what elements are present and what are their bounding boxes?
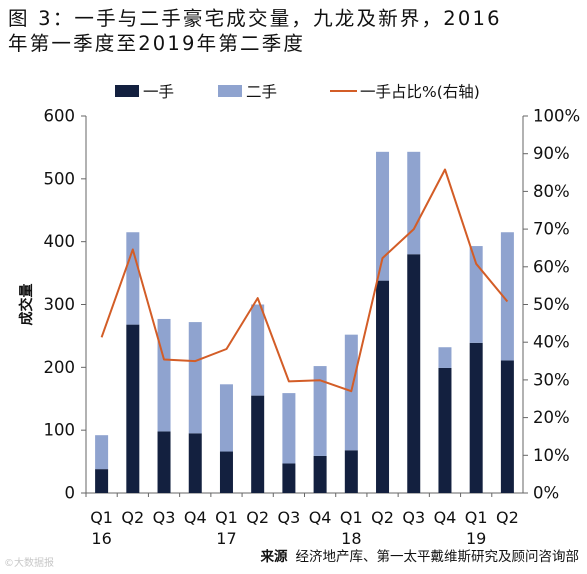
y-tick-label: 0 (65, 484, 76, 503)
bar-secondary (188, 322, 202, 434)
bar-primary (188, 433, 202, 493)
x-tick-label: Q2 (246, 508, 269, 527)
bar-primary (438, 367, 452, 493)
bar-secondary (500, 232, 514, 361)
bar-primary (251, 395, 265, 493)
legend-label-primary: 一手 (143, 83, 174, 101)
legend-swatch-primary (115, 85, 139, 97)
y-tick-label: 500 (44, 169, 76, 188)
bar-primary (282, 463, 296, 493)
bar-secondary (469, 246, 483, 343)
x-tick-label: Q1 (340, 508, 363, 527)
bar-primary (407, 254, 421, 493)
y-tick-label: 100 (44, 421, 76, 440)
y2-tick-label: 30% (533, 370, 570, 389)
y2-tick-label: 50% (533, 295, 570, 314)
chart-title-line2: 年第一季度至2019年第二季度 (8, 32, 306, 55)
bar-primary (95, 469, 109, 493)
y2-tick-label: 10% (533, 446, 570, 465)
x-tick-label: Q3 (153, 508, 176, 527)
y2-tick-label: 70% (533, 220, 570, 239)
x-tick-label: Q4 (434, 508, 457, 527)
bar-secondary (282, 393, 296, 464)
y2-tick-label: 40% (533, 333, 570, 352)
x-year-label: 19 (466, 529, 486, 548)
x-tick-label: Q2 (371, 508, 394, 527)
line-share-primary (100, 168, 509, 393)
legend-swatch-secondary (218, 85, 242, 97)
bar-primary (469, 342, 483, 493)
legend: 一手 二手 一手占比%(右轴) (115, 83, 480, 101)
bar-primary (500, 360, 514, 493)
x-tick-label: Q1 (90, 508, 113, 527)
y2-tick-label: 0% (533, 484, 559, 503)
x-tick-label: Q4 (309, 508, 332, 527)
watermark: ©大数据报 (4, 558, 54, 569)
x-year-label: 17 (216, 529, 236, 548)
bar-primary (219, 451, 233, 493)
x-year-label: 16 (91, 529, 111, 548)
bar-primary (313, 455, 327, 493)
x-tick-label: Q2 (121, 508, 144, 527)
bar-secondary (376, 151, 390, 281)
y2-tick-label: 20% (533, 408, 570, 427)
x-tick-label: Q3 (402, 508, 425, 527)
y-axis-title: 成交量 (18, 284, 35, 326)
x-tick-label: Q4 (184, 508, 207, 527)
bar-primary (344, 450, 358, 493)
source-label: 来源 (260, 549, 288, 565)
chart-title-line1: 图 3：一手与二手豪宅成交量，九龙及新界，2016 (8, 7, 502, 30)
y-tick-label: 600 (44, 107, 76, 126)
x-year-label: 18 (341, 529, 361, 548)
chart-title: 图 3：一手与二手豪宅成交量，九龙及新界，2016 年第一季度至2019年第二季… (8, 6, 580, 56)
bar-primary (126, 324, 140, 493)
axes: 0 100 200 300 400 500 600 0% 10% 20% 30% 40% 50% 60% 7… (18, 107, 580, 549)
x-tick-label: Q1 (465, 508, 488, 527)
bar-secondary (126, 232, 140, 325)
x-tick-label: Q1 (215, 508, 238, 527)
source-note: 来源 经济地产库、第一太平戴维斯研究及顾问咨询部 (261, 545, 580, 565)
bar-secondary (157, 318, 171, 432)
bar-secondary (313, 366, 327, 456)
legend-label-secondary: 二手 (246, 83, 277, 101)
line-series (100, 168, 509, 393)
bars (95, 151, 514, 493)
legend-label-line: 一手占比%(右轴) (360, 83, 480, 101)
y2-tick-label: 100% (533, 107, 580, 126)
bar-secondary (251, 304, 265, 396)
y-tick-label: 400 (44, 232, 76, 251)
y-tick-label: 200 (44, 358, 76, 377)
x-tick-label: Q2 (496, 508, 519, 527)
y2-tick-label: 80% (533, 182, 570, 201)
bar-secondary (344, 334, 358, 451)
bar-primary (157, 431, 171, 493)
x-tick-label: Q3 (278, 508, 301, 527)
bar-secondary (219, 384, 233, 452)
source-text: 经济地产库、第一太平戴维斯研究及顾问咨询部 (295, 549, 580, 565)
y2-tick-label: 90% (533, 144, 570, 163)
bar-secondary (438, 347, 452, 368)
bar-primary (376, 280, 390, 493)
bar-secondary (407, 151, 421, 255)
y2-tick-label: 60% (533, 257, 570, 276)
y-tick-label: 300 (44, 295, 76, 314)
bar-secondary (95, 435, 109, 470)
